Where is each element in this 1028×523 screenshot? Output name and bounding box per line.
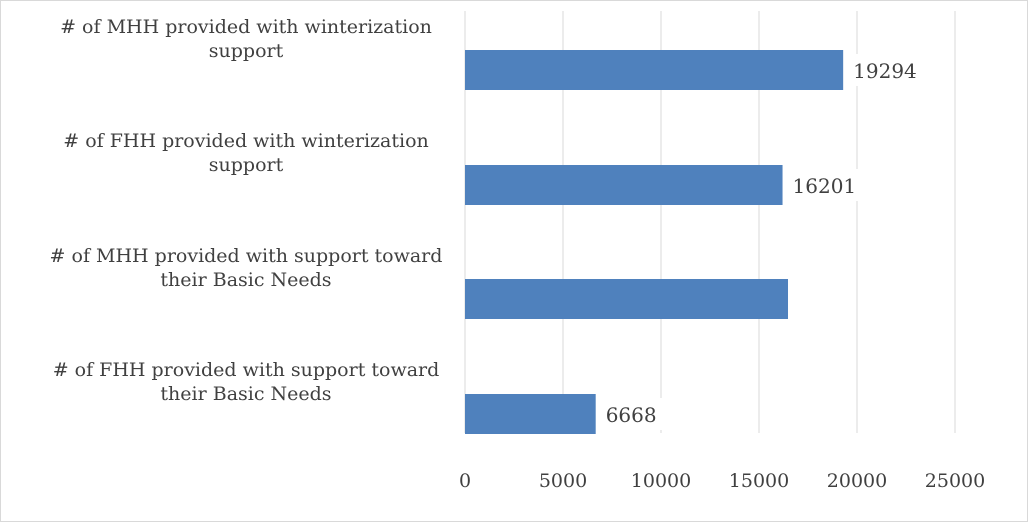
bars [465,50,844,434]
x-tick-label-20000: 20000 [827,470,887,492]
x-tick-label-0: 0 [459,470,471,492]
data-label-bg-2 [784,169,861,201]
category-label-2-line-2: support [209,154,284,176]
category-label-2-line-1: # of FHH provided with winterization [63,130,429,152]
category-label-1-line-1: # of MHH provided with winterization [60,16,432,38]
x-tick-label-15000: 15000 [729,470,789,492]
x-tick-label-25000: 25000 [925,470,985,492]
data-label-4: 6668 [606,403,657,427]
data-label-1: 19294 [853,59,917,83]
category-label-3-line-2: their Basic Needs [160,269,331,291]
x-tick-label-5000: 5000 [539,470,587,492]
category-label-1-line-2: support [209,40,284,62]
bar-3 [465,279,789,319]
category-labels: # of MHH provided with winterizationsupp… [50,16,443,405]
bar-1 [465,50,844,90]
category-label-3-line-1: # of MHH provided with support toward [50,245,443,267]
bar-4 [465,394,596,434]
x-tick-label-10000: 10000 [631,470,691,492]
category-label-4-line-2: their Basic Needs [160,383,331,405]
bar-2 [465,165,783,205]
data-label-bg-1 [845,54,922,86]
category-label-4-line-1: # of FHH provided with support toward [53,359,440,381]
data-label-bg-4 [597,398,674,430]
data-label-2: 16201 [793,174,857,198]
data-labels: 19294 16201 6668 [597,54,922,430]
x-axis-tick-labels: 0 5000 10000 15000 20000 25000 [459,470,985,492]
